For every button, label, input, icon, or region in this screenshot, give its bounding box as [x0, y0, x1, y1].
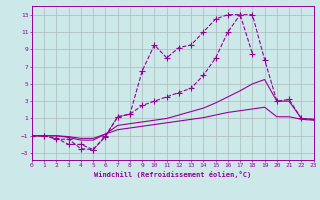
X-axis label: Windchill (Refroidissement éolien,°C): Windchill (Refroidissement éolien,°C): [94, 171, 252, 178]
